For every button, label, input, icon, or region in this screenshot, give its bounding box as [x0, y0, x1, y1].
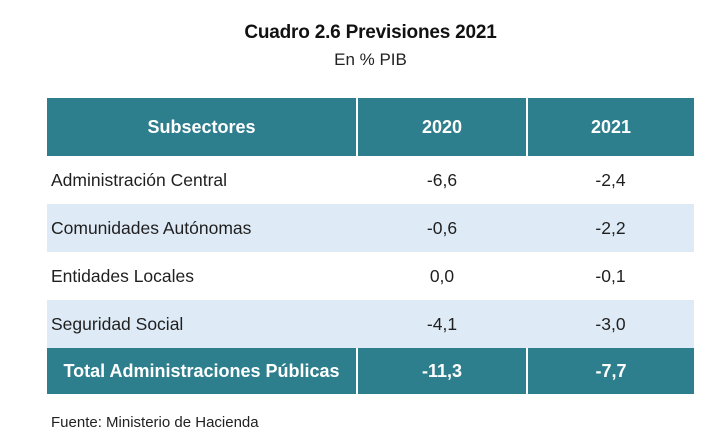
total-row: Total Administraciones Públicas -11,3 -7…: [47, 348, 694, 394]
value-2020: -6,6: [426, 169, 458, 190]
table-subtitle: En % PIB: [334, 50, 407, 69]
value-2021: -2,4: [595, 169, 626, 190]
table-title: Cuadro 2.6 Previsiones 2021: [244, 22, 497, 43]
value-2020: -4,1: [357, 300, 527, 348]
header-row: Subsectores 2020 2021: [47, 98, 694, 156]
value-2020: -0,6: [357, 204, 527, 252]
table-row: Comunidades Autónomas -0,6 -2,2: [47, 204, 694, 252]
source-note: Fuente: Ministerio de Hacienda: [51, 414, 259, 431]
value-2021: -0,1: [595, 265, 626, 286]
table-row: Administración Central -6,6 -2,4: [47, 156, 694, 204]
forecast-table: Subsectores 2020 2021 Administración Cen…: [47, 98, 694, 394]
row-label: Seguridad Social: [47, 300, 357, 348]
row-label: Comunidades Autónomas: [47, 204, 357, 252]
total-2020: -11,3: [356, 348, 527, 394]
total-2021: -7,7: [526, 348, 694, 394]
row-label: Administración Central: [51, 169, 228, 190]
header-subsectores: Subsectores: [47, 98, 357, 156]
value-2021: -3,0: [527, 300, 694, 348]
value-2021: -2,2: [527, 204, 694, 252]
header-2021: 2021: [526, 98, 694, 156]
row-label: Entidades Locales: [51, 265, 195, 286]
table-row: Seguridad Social -4,1 -3,0: [47, 300, 694, 348]
table-row: Entidades Locales 0,0 -0,1: [47, 252, 694, 300]
header-2020: 2020: [356, 98, 527, 156]
value-2020: 0,0: [429, 265, 455, 286]
total-label: Total Administraciones Públicas: [47, 348, 357, 394]
